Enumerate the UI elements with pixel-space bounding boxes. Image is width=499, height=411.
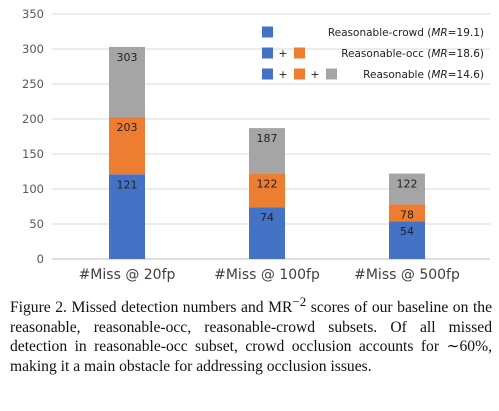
y-tick-label: 100 bbox=[22, 182, 44, 196]
data-label: 78 bbox=[400, 208, 414, 221]
bar-segment bbox=[109, 46, 145, 117]
y-tick-label: 300 bbox=[22, 42, 44, 56]
y-tick-label: 50 bbox=[29, 217, 44, 231]
bars: 121 203 303 74 122 187 54 78 122 bbox=[109, 46, 425, 259]
legend-label: Reasonable-crowd (MR=19.1) bbox=[328, 27, 484, 39]
legend-plus: + bbox=[278, 68, 287, 81]
data-label: 74 bbox=[260, 211, 274, 224]
caption-part2: scores of our baseline on the reasonable… bbox=[10, 299, 492, 375]
stacked-bar-chart: 0 50 100 150 200 250 300 350 121 203 303 74 122 187 5… bbox=[22, 7, 490, 283]
bar-segment bbox=[109, 174, 145, 259]
y-axis: 0 50 100 150 200 250 300 350 bbox=[22, 7, 44, 266]
legend-label: Reasonable (MR=14.6) bbox=[363, 69, 484, 81]
x-axis: #Miss @ 20fp #Miss @ 100fp #Miss @ 500fp bbox=[79, 267, 460, 283]
legend-swatch bbox=[262, 26, 273, 38]
data-label: 121 bbox=[117, 178, 138, 191]
figure-caption: Figure 2. Missed detection numbers and M… bbox=[10, 292, 492, 377]
bar-segment bbox=[109, 116, 145, 175]
data-label: 187 bbox=[257, 132, 278, 145]
x-tick-label: #Miss @ 100fp bbox=[214, 267, 320, 283]
data-label: 54 bbox=[400, 225, 414, 238]
data-label: 303 bbox=[117, 51, 138, 64]
legend-swatch bbox=[326, 68, 337, 80]
data-label: 122 bbox=[397, 178, 418, 191]
legend-plus: + bbox=[278, 47, 287, 60]
data-label: 203 bbox=[117, 121, 138, 134]
legend-swatch bbox=[294, 47, 305, 59]
y-tick-label: 0 bbox=[37, 252, 44, 266]
y-tick-label: 250 bbox=[22, 77, 44, 91]
legend-plus: + bbox=[310, 68, 319, 81]
x-tick-label: #Miss @ 500fp bbox=[354, 267, 460, 283]
y-tick-label: 150 bbox=[22, 147, 44, 161]
legend-swatch bbox=[262, 47, 273, 59]
x-tick-label: #Miss @ 20fp bbox=[79, 267, 176, 283]
bar-segment bbox=[389, 221, 425, 259]
caption-superscript: −2 bbox=[292, 294, 307, 309]
bar-segment bbox=[249, 128, 285, 174]
legend-swatch bbox=[262, 68, 273, 80]
caption-part1: Figure 2. Missed detection numbers and M… bbox=[10, 299, 293, 317]
legend-swatch bbox=[294, 68, 305, 80]
data-label: 122 bbox=[257, 178, 278, 191]
bar-segment bbox=[249, 207, 285, 259]
bar-segment bbox=[389, 204, 425, 222]
y-tick-label: 350 bbox=[22, 7, 44, 21]
legend: Reasonable-crowd (MR=19.1) + Reasonable-oc… bbox=[262, 26, 484, 81]
y-tick-label: 200 bbox=[22, 112, 44, 126]
bar-segment bbox=[249, 173, 285, 208]
bar-segment bbox=[389, 173, 425, 205]
legend-label: Reasonable-occ (MR=18.6) bbox=[341, 48, 484, 60]
